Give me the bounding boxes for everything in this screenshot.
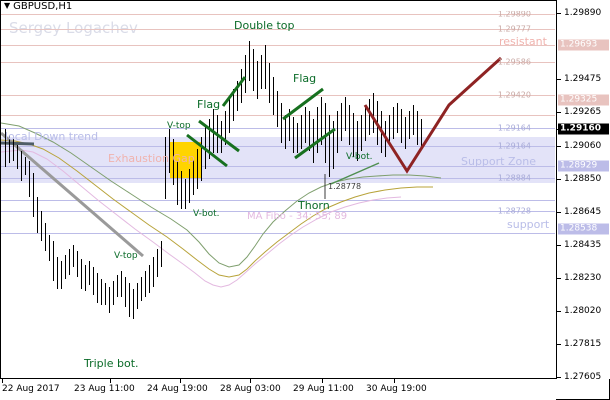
- flag-right-lower-line: [294, 127, 336, 160]
- price-box-support-1-28929: 1.28929: [558, 160, 609, 172]
- chart-plot-area[interactable]: 1.29890 1.29777 1.29586 1.29420 1.29164 …: [1, 11, 555, 378]
- annotation-resistant: resistant: [499, 35, 547, 48]
- time-tick-6: 30 Aug 19:00: [366, 384, 427, 394]
- level-line-1-29325: [1, 115, 555, 116]
- level-line-1-29420: [1, 95, 555, 96]
- price-tick-1: 1.29890: [564, 8, 602, 18]
- time-tick-2: 23 Aug 11:00: [74, 384, 135, 394]
- time-tick-3: 24 Aug 19:00: [147, 384, 208, 394]
- flag-left-lower-line: [186, 133, 228, 168]
- annotation-local-down-trend: local Down trend: [5, 130, 99, 143]
- price-axis[interactable]: 1.29890 1.29475 1.29265 1.29060 1.28850 …: [556, 0, 610, 382]
- level-label-1-29890: 1.29890: [497, 11, 531, 19]
- down-trend-line-upper: [1, 131, 144, 258]
- price-tick-8: 1.28435: [564, 240, 602, 250]
- level-label-1-29420: 1.29420: [497, 90, 531, 100]
- price-tick-9: 1.28230: [564, 273, 602, 283]
- level-line-1-29693: [1, 45, 555, 46]
- support-zone-band: [1, 137, 555, 183]
- annotation-support: support: [507, 218, 550, 231]
- level-label-1-28884: 1.28884: [497, 173, 531, 183]
- level-line-1-28728: [1, 211, 555, 212]
- symbol-label: GBPUSD,H1: [13, 1, 73, 12]
- chart-overlay-lines: [1, 122, 442, 288]
- level-line-1-28884: [1, 178, 555, 179]
- price-box-current-1-29160: 1.29160: [558, 123, 609, 135]
- level-label-1-29164-a: 1.29164: [497, 123, 531, 133]
- watermark-author: Sergey Logachev: [9, 19, 138, 37]
- level-line-1-29164-a: [1, 128, 555, 129]
- annotation-flag-right: Flag: [293, 72, 317, 85]
- ma55-line: [1, 139, 433, 278]
- price-tick-6: 1.28850: [564, 174, 602, 184]
- ma34-line: [1, 122, 442, 268]
- annotation-flag-left: Flag: [197, 98, 221, 111]
- price-tick-3: 1.29265: [564, 107, 602, 117]
- ma89-line: [1, 149, 402, 288]
- price-tick-7: 1.28645: [564, 207, 602, 217]
- flag-right-upper-line: [282, 87, 324, 121]
- level-line-1-29164-b: [1, 146, 555, 147]
- annotation-ma-fibo: MA Fibo - 34; 55; 89: [247, 211, 348, 222]
- price-tick-12: 1.27605: [564, 372, 602, 382]
- price-tick-10: 1.28020: [564, 306, 602, 316]
- level-label-1-29586: 1.29586: [497, 57, 531, 67]
- annotation-double-top: Double top: [234, 19, 295, 32]
- level-label-1-28728: 1.28728: [497, 206, 531, 216]
- ascend-guide-line: [330, 162, 380, 185]
- chevron-down-icon[interactable]: ▼: [4, 1, 11, 10]
- level-line-1-29777: [1, 29, 555, 30]
- annotation-v-top-lower: V-top: [114, 251, 138, 261]
- annotation-exhaustion-gap: Exhaustion Gap: [108, 152, 195, 165]
- annotation-thorn: Thorn: [298, 199, 330, 212]
- level-line-1-28929: [1, 166, 555, 167]
- annotation-v-bot-left: V-bot.: [193, 209, 220, 219]
- price-tick-11: 1.27815: [564, 339, 602, 349]
- price-box-resistance-1-29693: 1.29693: [558, 39, 609, 51]
- level-label-1-29777: 1.29777: [497, 24, 531, 34]
- annotation-v-bot-right: V-bot.: [346, 152, 373, 162]
- level-line-1-29586: [1, 62, 555, 63]
- annotation-price-tag-thorn: 1.28778: [328, 182, 362, 191]
- time-tick-1: 22 Aug 2017: [2, 384, 60, 394]
- level-label-1-29164-b: 1.29164: [497, 141, 531, 151]
- annotation-support-zone: Support Zone: [461, 155, 536, 168]
- time-tick-5: 29 Aug 11:00: [293, 384, 354, 394]
- price-tick-5: 1.29060: [564, 141, 602, 151]
- pattern-overlay: [186, 56, 503, 199]
- price-tick-2: 1.29475: [564, 74, 602, 84]
- annotation-v-top-mid: V-top: [167, 121, 191, 131]
- flag-left-upper-line: [198, 119, 240, 153]
- price-box-resistance-1-29325: 1.29325: [558, 94, 609, 106]
- double-top-break-line: [221, 76, 247, 107]
- forecast-path: [363, 56, 503, 174]
- annotation-triple-bot: Triple bot.: [84, 357, 139, 370]
- price-box-support-1-28538: 1.28538: [558, 223, 609, 235]
- symbol-bar[interactable]: ▼ GBPUSD,H1: [4, 1, 72, 12]
- down-trend-line-inner: [1, 141, 35, 146]
- time-axis[interactable]: 22 Aug 2017 23 Aug 11:00 24 Aug 19:00 28…: [0, 378, 556, 400]
- level-line-1-28778: [1, 200, 555, 201]
- level-line-1-29890: [1, 14, 555, 15]
- time-tick-4: 28 Aug 03:00: [220, 384, 281, 394]
- exhaustion-gap-box: [170, 142, 201, 178]
- level-line-1-28538: [1, 233, 555, 234]
